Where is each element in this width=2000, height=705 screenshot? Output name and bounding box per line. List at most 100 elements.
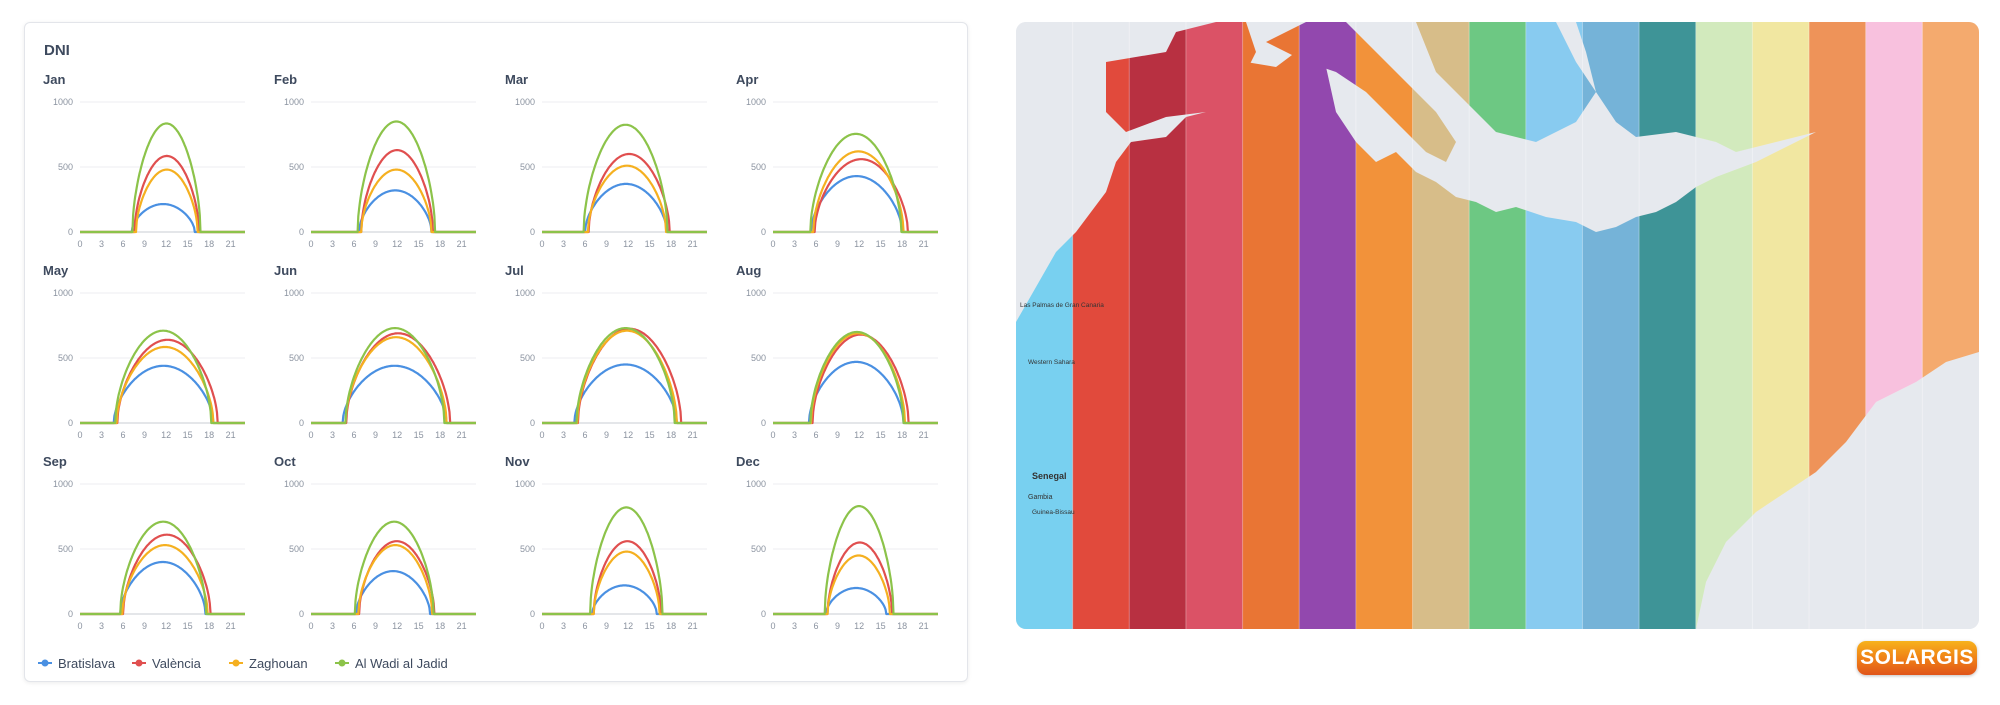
x-tick-label: 12 [161,239,171,249]
dni-chart-svg: DNI Jan 0 500 1000 0 3 6 9 12 15 18 21 Feb 0 500 1000 0 3… [38,42,939,671]
series-line-3 [79,122,246,234]
y-tick-label: 0 [761,609,766,619]
x-tick-label: 3 [330,430,335,440]
series-line-0 [541,363,708,425]
month-panel-feb: Feb 0 500 1000 0 3 6 9 12 15 18 21 [274,72,477,249]
x-tick-label: 3 [99,621,104,631]
x-tick-label: 9 [835,430,840,440]
series-line-0 [79,364,246,425]
x-tick-label: 18 [204,430,214,440]
series-line-2 [541,329,708,425]
x-tick-label: 6 [814,239,819,249]
month-label: Dec [736,454,760,469]
x-tick-label: 6 [121,621,126,631]
series-line-0 [310,364,477,425]
legend-item[interactable]: València [132,656,202,671]
series-line-0 [541,584,708,616]
series-line-3 [772,330,939,425]
series-line-3 [541,506,708,616]
series-line-3 [79,329,246,425]
x-tick-label: 0 [77,239,82,249]
chart-title: DNI [44,42,70,59]
x-tick-label: 6 [583,239,588,249]
irradiation-map[interactable]: Senegal Gambia Guinea-Bissau Western Sahara… [1016,22,1979,629]
month-panel-dec: Dec 0 500 1000 0 3 6 9 12 15 18 21 [736,454,939,631]
month-label: May [43,263,69,278]
x-tick-label: 21 [226,621,236,631]
x-tick-label: 21 [457,239,467,249]
y-tick-label: 1000 [284,479,304,489]
x-tick-label: 9 [604,621,609,631]
y-tick-label: 1000 [515,479,535,489]
series-line-2 [772,332,939,425]
x-tick-label: 18 [204,239,214,249]
series-line-3 [310,120,477,234]
x-tick-label: 18 [666,430,676,440]
series-line-0 [79,203,246,234]
x-tick-label: 0 [539,621,544,631]
legend-item[interactable]: Bratislava [38,656,116,671]
x-tick-label: 12 [392,430,402,440]
series-line-1 [772,541,939,616]
month-panel-jun: Jun 0 500 1000 0 3 6 9 12 15 18 21 [274,263,477,440]
month-panel-jul: Jul 0 500 1000 0 3 6 9 12 15 18 21 [505,263,708,440]
x-tick-label: 15 [183,430,193,440]
legend-swatch-dot [135,659,143,667]
x-tick-label: 9 [604,430,609,440]
y-tick-label: 1000 [515,97,535,107]
x-tick-label: 0 [77,430,82,440]
x-tick-label: 0 [539,239,544,249]
x-tick-label: 3 [330,239,335,249]
x-tick-label: 12 [392,239,402,249]
x-tick-label: 15 [876,239,886,249]
series-line-2 [79,544,246,616]
x-tick-label: 6 [352,621,357,631]
x-tick-label: 12 [161,621,171,631]
x-tick-label: 15 [414,430,424,440]
x-tick-label: 0 [770,621,775,631]
chart-legend[interactable]: Bratislava València Zaghouan Al Wadi al Jad… [38,656,448,671]
month-panels: Jan 0 500 1000 0 3 6 9 12 15 18 21 Feb 0 500 1000 0 3 6 9 12… [43,72,939,631]
x-tick-label: 12 [161,430,171,440]
legend-item[interactable]: Zaghouan [229,656,308,671]
y-tick-label: 500 [58,544,73,554]
y-tick-label: 1000 [746,479,766,489]
x-tick-label: 12 [392,621,402,631]
irradiation-map-panel[interactable]: Senegal Gambia Guinea-Bissau Western Sahara… [1016,22,1979,629]
x-tick-label: 15 [183,621,193,631]
x-tick-label: 6 [121,239,126,249]
series-line-2 [541,550,708,616]
x-tick-label: 9 [835,621,840,631]
y-tick-label: 1000 [53,288,73,298]
y-tick-label: 500 [289,353,304,363]
y-tick-label: 500 [520,544,535,554]
legend-label: Bratislava [58,656,116,671]
x-tick-label: 6 [352,430,357,440]
series-line-2 [79,168,246,234]
y-tick-label: 1000 [53,479,73,489]
x-tick-label: 0 [770,430,775,440]
x-tick-label: 9 [604,239,609,249]
legend-label: Zaghouan [249,656,308,671]
solargis-logo[interactable]: SOLARGIS [1857,641,1977,675]
x-tick-label: 18 [897,430,907,440]
x-tick-label: 0 [308,239,313,249]
x-tick-label: 15 [645,621,655,631]
series-line-3 [79,520,246,616]
y-tick-label: 500 [520,353,535,363]
series-line-0 [772,586,939,616]
legend-item[interactable]: Al Wadi al Jadid [335,656,448,671]
x-tick-label: 3 [330,621,335,631]
month-panel-sep: Sep 0 500 1000 0 3 6 9 12 15 18 21 [43,454,246,631]
series-line-2 [310,544,477,616]
month-label: Apr [736,72,758,87]
x-tick-label: 21 [688,430,698,440]
y-tick-label: 0 [761,418,766,428]
y-tick-label: 0 [68,227,73,237]
month-panel-oct: Oct 0 500 1000 0 3 6 9 12 15 18 21 [274,454,477,631]
dni-chart-panel: DNI Jan 0 500 1000 0 3 6 9 12 15 18 21 Feb 0 500 1000 0 3… [24,22,968,682]
x-tick-label: 0 [308,621,313,631]
y-tick-label: 500 [58,162,73,172]
series-line-0 [541,182,708,234]
month-panel-apr: Apr 0 500 1000 0 3 6 9 12 15 18 21 [736,72,939,249]
